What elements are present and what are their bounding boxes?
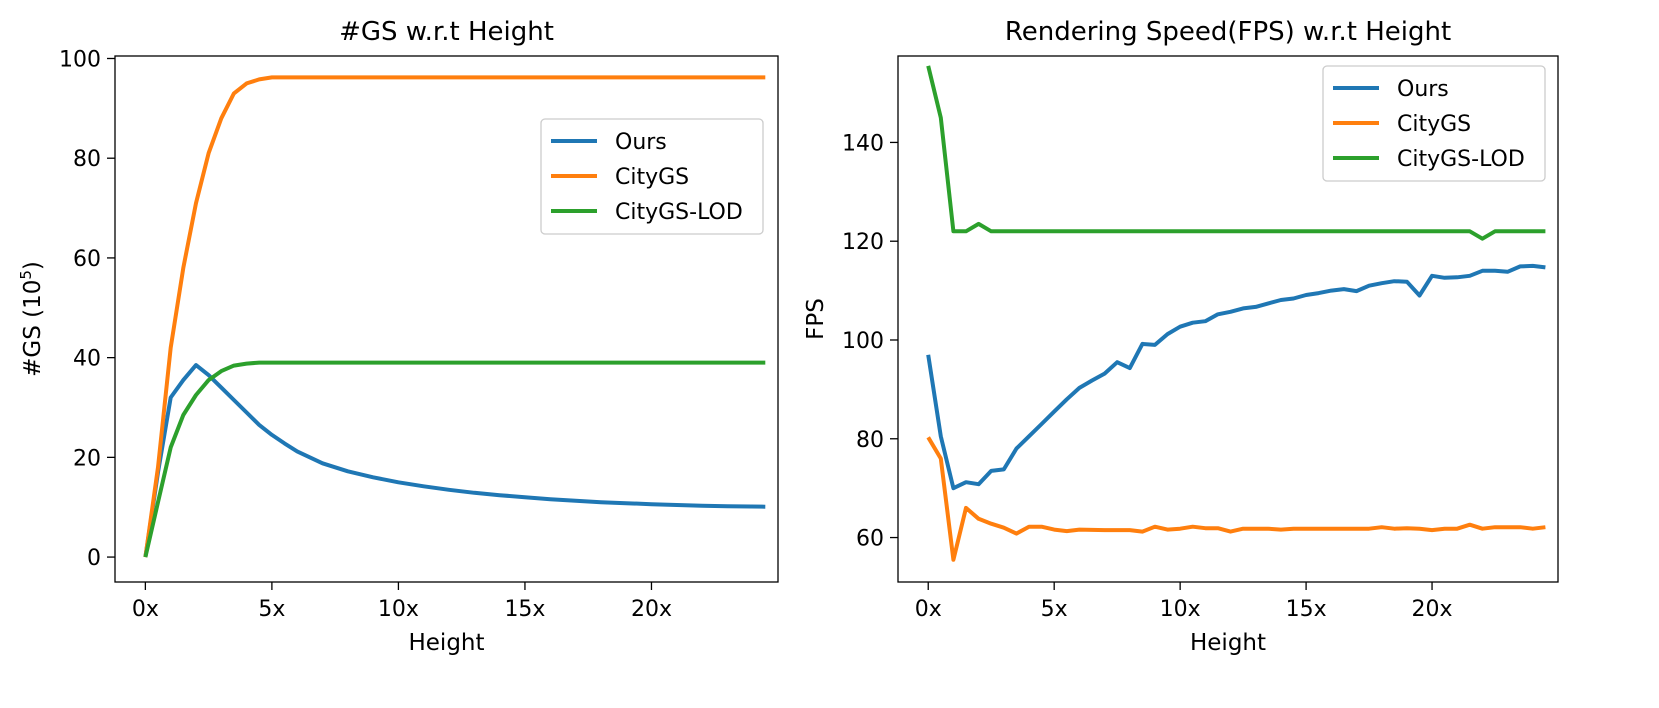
series-lines bbox=[926, 65, 1546, 562]
x-tick-label: 5x bbox=[258, 597, 285, 622]
x-tick-label: 0x bbox=[915, 597, 942, 622]
chart-gs-count: #GS w.r.t Height Height #GS (105) 0x 5x 10… bbox=[17, 17, 779, 656]
series-line-citygs-lod bbox=[143, 360, 766, 558]
y-axis-label-prefix: #GS (10 bbox=[20, 280, 46, 377]
y-axis-label: FPS bbox=[803, 298, 829, 340]
plot-frame bbox=[114, 55, 779, 583]
x-tick-label: 20x bbox=[1412, 597, 1453, 622]
series-line-ours bbox=[143, 363, 766, 558]
y-tick-label: 60 bbox=[73, 247, 101, 272]
legend-box bbox=[1322, 65, 1546, 182]
x-tick-label: 0x bbox=[132, 597, 159, 622]
series-lines bbox=[143, 75, 766, 558]
axis-ticks: 0x 5x 10x 15x 20x 60 80 100 120 140 bbox=[842, 131, 1453, 622]
series-line-citygs bbox=[926, 436, 1546, 562]
x-axis-label: Height bbox=[408, 630, 484, 656]
y-tick-label: 20 bbox=[73, 446, 101, 471]
y-tick-label: 80 bbox=[856, 428, 884, 453]
y-axis-label-suffix: ) bbox=[20, 261, 46, 270]
series-line-citygs-lod bbox=[926, 65, 1546, 241]
legend-label: Ours bbox=[1397, 77, 1449, 102]
x-axis-label: Height bbox=[1190, 630, 1266, 656]
legend-label: CityGS bbox=[1397, 112, 1471, 137]
legend-label: CityGS bbox=[615, 165, 689, 190]
x-tick-label: 20x bbox=[631, 597, 672, 622]
y-tick-label: 100 bbox=[842, 329, 884, 354]
legend-label: CityGS-LOD bbox=[615, 200, 743, 225]
x-tick-label: 5x bbox=[1041, 597, 1068, 622]
legend-label: Ours bbox=[615, 130, 667, 155]
x-tick-label: 10x bbox=[1160, 597, 1201, 622]
plot-frame bbox=[897, 55, 1559, 583]
y-tick-label: 140 bbox=[842, 131, 884, 156]
y-tick-label: 60 bbox=[856, 527, 884, 552]
chart-fps: Rendering Speed(FPS) w.r.t Height Height… bbox=[803, 17, 1559, 656]
y-tick-label: 80 bbox=[73, 147, 101, 172]
legend-label: CityGS-LOD bbox=[1397, 147, 1525, 172]
series-line-ours bbox=[926, 263, 1546, 491]
legend: Ours CityGS CityGS-LOD bbox=[1322, 65, 1546, 182]
y-axis-label-exponent: 5 bbox=[17, 270, 35, 280]
axis-ticks: 0x 5x 10x 15x 20x 0 20 40 60 80 100 bbox=[59, 47, 672, 622]
series-line-citygs bbox=[143, 75, 766, 558]
y-tick-label: 0 bbox=[87, 546, 101, 571]
x-tick-label: 15x bbox=[1286, 597, 1327, 622]
y-axis-label: #GS (105) bbox=[17, 261, 46, 377]
y-tick-label: 100 bbox=[59, 47, 101, 72]
x-tick-label: 10x bbox=[378, 597, 419, 622]
legend: Ours CityGS CityGS-LOD bbox=[540, 118, 764, 235]
y-tick-label: 40 bbox=[73, 347, 101, 372]
x-tick-label: 15x bbox=[504, 597, 545, 622]
chart-title: Rendering Speed(FPS) w.r.t Height bbox=[1005, 17, 1451, 47]
y-tick-label: 120 bbox=[842, 230, 884, 255]
legend-box bbox=[540, 118, 764, 235]
chart-title: #GS w.r.t Height bbox=[339, 17, 554, 47]
